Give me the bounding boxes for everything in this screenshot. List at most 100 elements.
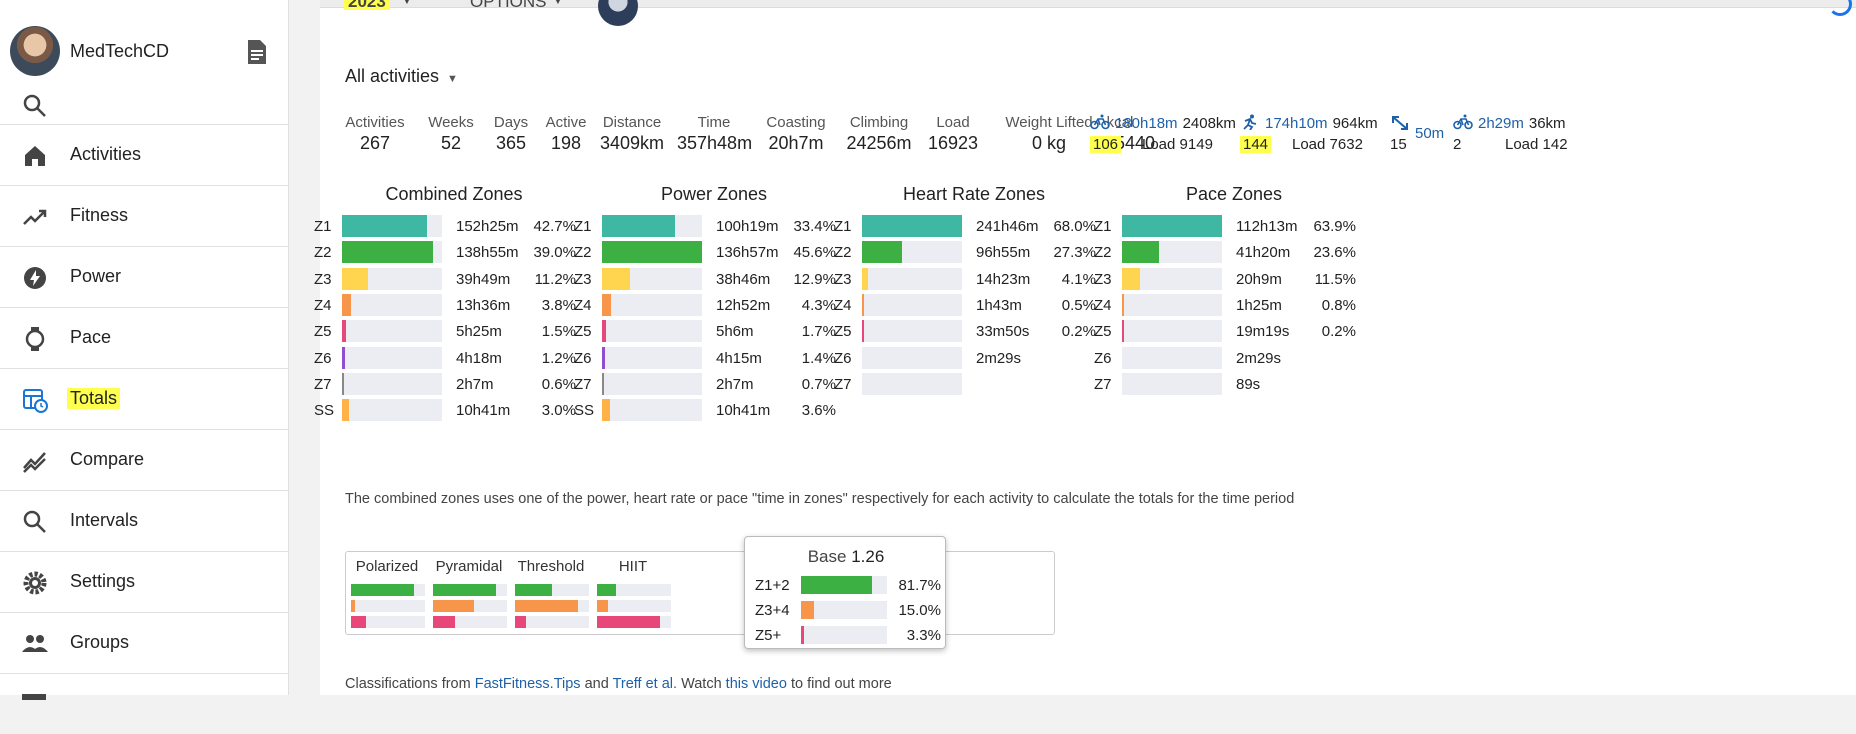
zone-row: Z6 2m29s <box>834 346 1096 369</box>
fastfitness-link[interactable]: FastFitness.Tips <box>474 676 581 692</box>
zone-percent: 11.2% <box>534 270 576 288</box>
zone-bar-fill <box>602 215 675 237</box>
zone-bar-fill <box>342 215 427 237</box>
zone-percent: 39.0% <box>533 244 576 262</box>
combined-zones-note: The combined zones uses one of the power… <box>345 491 1295 507</box>
tooltip-row: Z3+4 15.0% <box>755 600 941 620</box>
zone-bar <box>342 293 442 316</box>
tooltip-percent: 15.0% <box>898 602 941 619</box>
treff-link[interactable]: Treff et al. <box>612 676 678 692</box>
sidebar-item-activities[interactable]: Activities <box>0 124 289 185</box>
zone-name: Z4 <box>1094 296 1112 314</box>
classification-polarized[interactable]: Polarized <box>346 552 428 636</box>
chevron-down-icon[interactable]: ▼ <box>402 0 412 7</box>
stat-label: Active <box>545 114 587 131</box>
classification-label: HIIT <box>618 558 648 575</box>
zone-row: SS 10h41m 3.6% <box>574 399 836 422</box>
zone-row: Z3 39h49m 11.2% <box>314 267 576 290</box>
stat-days: Days 365 <box>485 114 537 154</box>
zone-time: 13h36m <box>456 296 511 314</box>
tooltip-title: Base 1.26 <box>745 547 947 567</box>
classification-bar <box>597 616 671 628</box>
bike-icon <box>1453 114 1473 130</box>
zone-bar <box>862 267 962 290</box>
document-icon[interactable] <box>246 39 268 65</box>
stat-distance: Distance 3409km <box>597 114 667 154</box>
zone-name: Z2 <box>574 244 592 262</box>
zone-name: Z5 <box>834 323 852 341</box>
stat-label: Activities <box>345 114 405 131</box>
classification-hiit[interactable]: HIIT <box>592 552 674 636</box>
zone-row: Z3 14h23m 4.1% <box>834 267 1096 290</box>
sidebar-item-groups[interactable]: Groups <box>0 612 289 673</box>
classification-bar <box>515 584 589 596</box>
zone-row: Z6 4h18m 1.2% <box>314 346 576 369</box>
zone-bar <box>1122 241 1222 264</box>
sidebar-item-compare[interactable]: Compare <box>0 429 289 490</box>
sidebar-item-intervals[interactable]: Intervals <box>0 490 289 551</box>
chevron-down-icon[interactable]: ▼ <box>553 0 563 7</box>
zone-time: 4h18m <box>456 349 502 367</box>
footer-mid: Watch <box>677 676 726 692</box>
zone-percent: 68.0% <box>1053 218 1096 235</box>
zone-row: Z1 152h25m 42.7% <box>314 215 576 237</box>
zone-bar-fill <box>862 267 868 290</box>
zone-name: Z5 <box>574 323 592 341</box>
sidebar-item-settings[interactable]: Settings <box>0 551 289 612</box>
sport-distance: 2408km <box>1182 115 1236 132</box>
zone-name: Z6 <box>574 349 592 367</box>
stat-load: Load 16923 <box>925 114 981 154</box>
zone-row: Z3 20h9m 11.5% <box>1094 267 1356 290</box>
classification-pyramidal[interactable]: Pyramidal <box>428 552 510 636</box>
classification-bar <box>351 616 425 628</box>
zone-row: Z6 4h15m 1.4% <box>574 346 836 369</box>
user-row[interactable]: MedTechCD <box>10 26 275 78</box>
zone-time: 10h41m <box>716 402 771 420</box>
tooltip-bar-fill <box>801 626 805 644</box>
user-avatar[interactable] <box>10 26 60 76</box>
stat-value: 0 kg <box>1031 133 1067 153</box>
zone-bar <box>602 346 702 369</box>
sport-summary[interactable]: 174h10m 964km 144 Load 7632 <box>1240 114 1380 158</box>
bike-icon <box>1090 114 1110 130</box>
options-menu[interactable]: OPTIONS <box>470 0 547 11</box>
zone-row: Z2 138h55m 39.0% <box>314 241 576 264</box>
sidebar-item-more[interactable] <box>0 673 289 734</box>
sidebar-item-totals[interactable]: Totals <box>0 368 289 429</box>
video-link[interactable]: this video <box>725 676 787 692</box>
gear-icon <box>23 571 47 595</box>
zone-time: 2m29s <box>1236 349 1282 367</box>
sport-distance: 36km <box>1528 115 1566 132</box>
search-icon[interactable] <box>22 93 48 119</box>
year-selector[interactable]: 2023 <box>344 0 390 11</box>
sidebar-item-fitness[interactable]: Fitness <box>0 185 289 246</box>
zone-bar-fill <box>602 372 604 395</box>
classification-threshold[interactable]: Threshold <box>510 552 592 636</box>
zone-bar <box>342 372 442 395</box>
zone-percent: 1.2% <box>541 349 576 367</box>
stat-value: 198 <box>550 133 582 153</box>
zone-time: 5h25m <box>456 323 502 341</box>
zone-name: Z2 <box>1094 244 1112 262</box>
tooltip-bar <box>801 576 887 594</box>
sidebar-item-pace[interactable]: Pace <box>0 307 289 368</box>
zone-bar-fill <box>1122 241 1159 264</box>
athlete-avatar[interactable] <box>598 0 638 26</box>
sport-summary[interactable]: 2h29m 36km 2 Load 142 <box>1453 114 1593 158</box>
run-icon <box>1243 114 1257 130</box>
tooltip-bar <box>801 626 887 644</box>
zone-time: 19m19s <box>1236 323 1290 341</box>
zone-name: Z2 <box>314 244 332 262</box>
activity-filter[interactable]: All activities ▼ <box>345 66 458 87</box>
classification-label: Threshold <box>517 558 585 575</box>
zone-name: Z4 <box>834 296 852 314</box>
zone-bar-fill <box>1122 215 1222 237</box>
zone-name: Z1 <box>574 218 592 235</box>
sport-summary[interactable]: 50m 15 <box>1390 114 1530 158</box>
sport-summary[interactable]: 180h18m 2408km 106 Load 9149 <box>1090 114 1236 158</box>
zone-bar <box>1122 215 1222 237</box>
tooltip-row: Z1+2 81.7% <box>755 575 941 595</box>
zone-bar <box>602 267 702 290</box>
zone-bar-fill <box>602 293 611 316</box>
sidebar-item-power[interactable]: Power <box>0 246 289 307</box>
